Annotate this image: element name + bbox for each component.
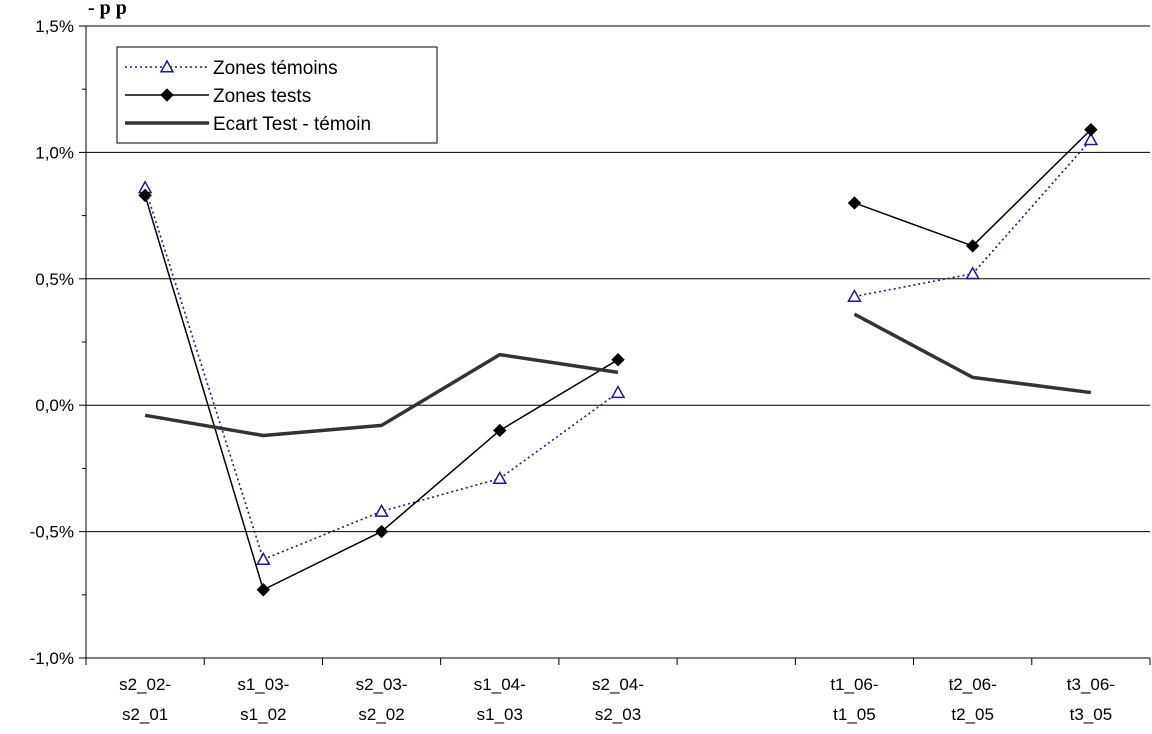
legend: Zones témoins Zones tests Ecart Test - tém…: [116, 46, 438, 144]
x-tick-label: s1_03- s1_02: [237, 675, 289, 724]
x-tick-label: t3_06- t3_05: [1067, 675, 1115, 724]
x-tick-label: t2_06- t2_05: [949, 675, 997, 724]
x-tick-label-line: s2_03-: [356, 675, 408, 694]
x-tick-label-line: s1_03-: [237, 675, 289, 694]
chart-title-fragment: - p p: [88, 0, 127, 19]
series-layer: [137, 122, 1099, 597]
data-point: [965, 239, 980, 253]
axis-layer: -1,0% -0,5% 0,0% 0,5% 1,0% 1,5% s2_02- s2_01 s1_…: [30, 17, 1151, 724]
x-tick-label: s1_04- s1_03: [474, 675, 526, 724]
data-point: [374, 503, 389, 517]
x-tick-label: s2_03- s2_02: [356, 675, 408, 724]
y-tick-label: 0,0%: [35, 396, 74, 415]
data-point: [492, 470, 508, 485]
x-tick-label-line: s1_03: [477, 705, 523, 724]
data-point: [493, 423, 507, 438]
legend-label: Zones tests: [213, 86, 311, 107]
x-tick-label-line: s2_02-: [119, 675, 171, 694]
data-point: [610, 385, 626, 399]
x-tick-label-line: t2_06-: [949, 675, 997, 694]
x-tick-label-line: s1_02: [240, 705, 286, 724]
y-tick-label: 1,5%: [35, 17, 74, 36]
y-tick-label: 0,5%: [35, 270, 74, 289]
x-tick-label: t1_06- t1_05: [830, 675, 878, 724]
x-tick-label-line: s2_02: [358, 705, 404, 724]
x-tick-label-line: s2_01: [122, 705, 168, 724]
series-1: [138, 122, 1098, 597]
series-line: [144, 187, 619, 561]
legend-swatch-marker: [160, 88, 174, 102]
data-point: [374, 524, 389, 539]
data-point: [256, 583, 271, 597]
data-point: [847, 196, 862, 210]
data-point: [256, 551, 271, 565]
data-point: [1084, 122, 1098, 137]
x-tick-label-line: t2_05: [951, 705, 994, 724]
y-tick-label: 1,0%: [35, 143, 74, 162]
x-tick-label-line: t3_06-: [1067, 675, 1115, 694]
legend-label: Ecart Test - témoin: [213, 114, 371, 135]
x-tick-label-line: t3_05: [1070, 705, 1113, 724]
x-tick-label: s2_04- s2_03: [592, 675, 644, 724]
legend-swatch-marker: [159, 59, 175, 73]
series-2: [144, 312, 1092, 438]
x-tick-label: s2_02- s2_01: [119, 675, 171, 724]
data-point: [847, 288, 862, 303]
series-line: [144, 352, 619, 438]
data-point: [611, 352, 625, 367]
data-point: [138, 188, 152, 203]
data-point: [965, 266, 980, 280]
x-tick-label-line: s2_04-: [592, 675, 644, 694]
series-line: [853, 312, 1092, 395]
x-tick-label-line: t1_05: [833, 705, 876, 724]
y-tick-label: -1,0%: [30, 649, 74, 668]
x-tick-label-line: t1_06-: [830, 675, 878, 694]
data-point: [1083, 132, 1099, 146]
y-tick-label: -0,5%: [30, 523, 74, 542]
x-tick-label-line: s2_03: [595, 705, 641, 724]
x-tick-label-line: s1_04-: [474, 675, 526, 694]
legend-label: Zones témoins: [213, 58, 338, 79]
series-0: [137, 132, 1099, 565]
series-line: [854, 129, 1092, 247]
